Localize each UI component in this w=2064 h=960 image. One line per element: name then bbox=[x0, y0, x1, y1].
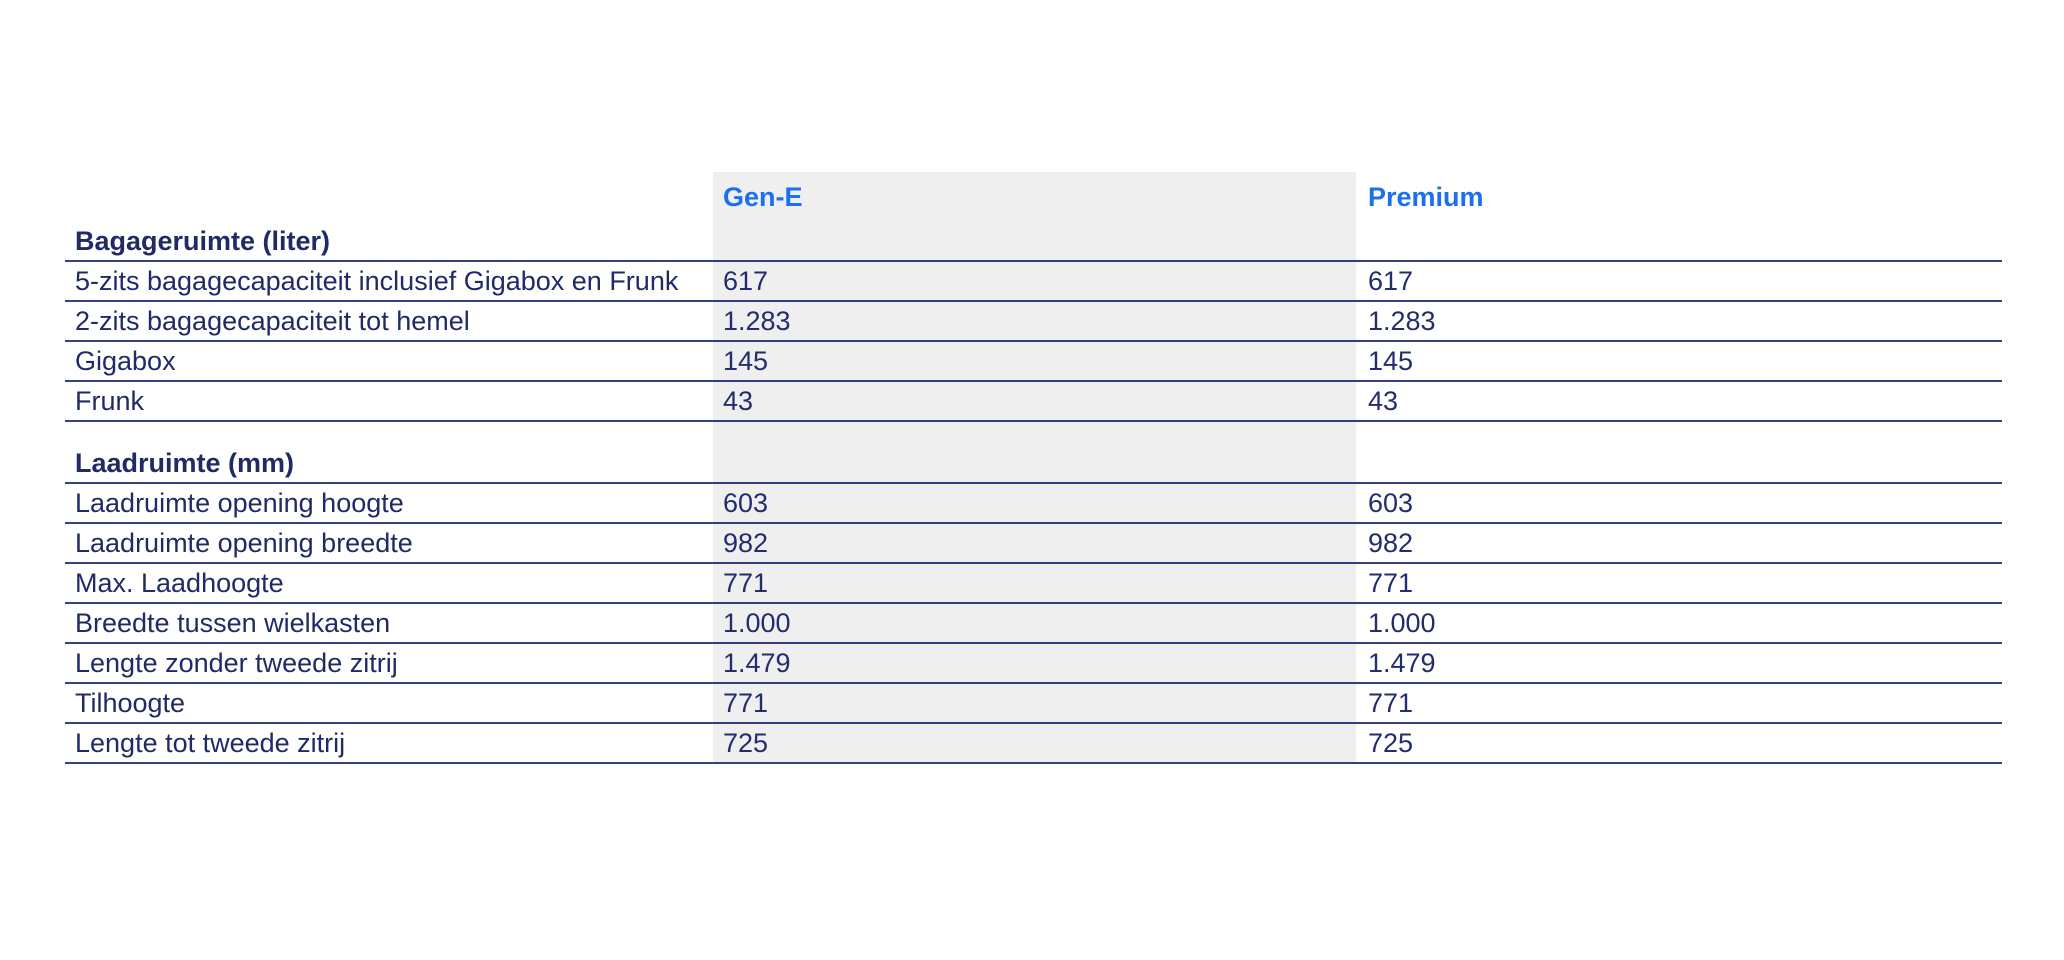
table-row: Lengte zonder tweede zitrij 1.479 1.479 bbox=[65, 644, 2002, 684]
table-row: Lengte tot tweede zitrij 725 725 bbox=[65, 724, 2002, 764]
premium-value: 771 bbox=[1368, 687, 1414, 718]
row-label: Laadruimte opening breedte bbox=[75, 527, 413, 558]
column-header-premium: Premium bbox=[1368, 181, 1484, 212]
spacer-cell bbox=[65, 422, 713, 444]
spec-comparison-table: Gen-E Premium Bagageruimte (liter) 5-zit… bbox=[65, 172, 2002, 764]
row-label: 2-zits bagagecapaciteit tot hemel bbox=[75, 305, 470, 336]
row-label: Tilhoogte bbox=[75, 687, 186, 718]
gen-e-value: 771 bbox=[713, 564, 1356, 602]
premium-value: 43 bbox=[1368, 385, 1399, 416]
section-title: Laadruimte (mm) bbox=[75, 447, 295, 478]
gen-e-value: 771 bbox=[713, 684, 1356, 722]
table-row: Frunk 43 43 bbox=[65, 382, 2002, 422]
gen-e-value: 617 bbox=[713, 262, 1356, 300]
gen-e-value: 603 bbox=[713, 484, 1356, 522]
section-row: Laadruimte (mm) bbox=[65, 444, 2002, 484]
premium-value: 603 bbox=[1368, 487, 1414, 518]
gen-e-value: 43 bbox=[713, 382, 1356, 420]
header-empty-cell bbox=[65, 172, 713, 222]
row-label: 5-zits bagagecapaciteit inclusief Gigabo… bbox=[75, 265, 679, 296]
premium-cell bbox=[1356, 222, 2002, 260]
premium-value: 982 bbox=[1368, 527, 1414, 558]
premium-value: 1.000 bbox=[1368, 607, 1436, 638]
row-label: Lengte zonder tweede zitrij bbox=[75, 647, 398, 678]
premium-value: 771 bbox=[1368, 567, 1414, 598]
row-label: Lengte tot tweede zitrij bbox=[75, 727, 346, 758]
table-row: Max. Laadhoogte 771 771 bbox=[65, 564, 2002, 604]
table-row: Breedte tussen wielkasten 1.000 1.000 bbox=[65, 604, 2002, 644]
table-row: 2-zits bagagecapaciteit tot hemel 1.283 … bbox=[65, 302, 2002, 342]
gen-e-value: 145 bbox=[713, 342, 1356, 380]
premium-value: 725 bbox=[1368, 727, 1414, 758]
table-row: Laadruimte opening breedte 982 982 bbox=[65, 524, 2002, 564]
premium-cell bbox=[1356, 444, 2002, 482]
row-label: Breedte tussen wielkasten bbox=[75, 607, 391, 638]
section-row: Bagageruimte (liter) bbox=[65, 222, 2002, 262]
gen-e-cell bbox=[713, 444, 1356, 482]
table-row: Tilhoogte 771 771 bbox=[65, 684, 2002, 724]
table-row: Gigabox 145 145 bbox=[65, 342, 2002, 382]
gen-e-value: 1.283 bbox=[713, 302, 1356, 340]
table-header-row: Gen-E Premium bbox=[65, 172, 2002, 222]
row-label: Laadruimte opening hoogte bbox=[75, 487, 404, 518]
gen-e-value: 982 bbox=[713, 524, 1356, 562]
gen-e-value: 1.000 bbox=[713, 604, 1356, 642]
premium-value: 1.283 bbox=[1368, 305, 1436, 336]
row-label: Frunk bbox=[75, 385, 145, 416]
gen-e-value: 1.479 bbox=[713, 644, 1356, 682]
section-spacer-row bbox=[65, 422, 2002, 444]
premium-value: 1.479 bbox=[1368, 647, 1436, 678]
table-row: 5-zits bagagecapaciteit inclusief Gigabo… bbox=[65, 262, 2002, 302]
column-header-gen-e: Gen-E bbox=[713, 172, 1356, 222]
gen-e-cell bbox=[713, 222, 1356, 260]
gen-e-value: 725 bbox=[713, 724, 1356, 762]
spacer-cell bbox=[1356, 422, 2002, 444]
row-label: Gigabox bbox=[75, 345, 176, 376]
premium-value: 145 bbox=[1368, 345, 1414, 376]
spacer-cell bbox=[713, 422, 1356, 444]
section-title: Bagageruimte (liter) bbox=[75, 225, 331, 256]
table-row: Laadruimte opening hoogte 603 603 bbox=[65, 484, 2002, 524]
row-label: Max. Laadhoogte bbox=[75, 567, 284, 598]
premium-value: 617 bbox=[1368, 265, 1414, 296]
